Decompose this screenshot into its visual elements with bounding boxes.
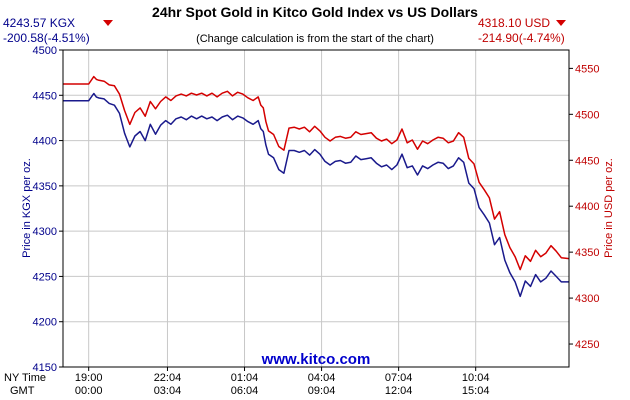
x-row-label-gmt: GMT	[10, 385, 35, 397]
x-tick-label-ny: 19:00	[75, 372, 103, 384]
kgx-change: -200.58(-4.51%)	[3, 31, 90, 45]
y-left-tick-label: 4250	[33, 271, 57, 283]
usd-price: 4318.10 USD	[478, 16, 550, 30]
y-left-tick-label: 4150	[33, 362, 57, 374]
y-right-tick-label: 4350	[575, 247, 599, 259]
y-right-tick-label: 4400	[575, 201, 599, 213]
x-tick-label-ny: 01:04	[231, 372, 259, 384]
kitco-watermark: www.kitco.com	[261, 351, 371, 368]
y-right-axis-label: Price in USD per oz.	[603, 158, 615, 258]
x-tick-label-gmt: 15:04	[462, 385, 490, 397]
chart-title: 24hr Spot Gold in Kitco Gold Index vs US…	[152, 4, 478, 20]
x-tick-label-gmt: 03:04	[154, 385, 182, 397]
axis-ticks: 4150 4200 4250 4300 4350 4400 4450 4500 4250 4300…	[33, 45, 600, 397]
x-row-label-ny: NY Time	[4, 372, 46, 384]
series-line-usd	[63, 75, 570, 271]
y-left-tick-label: 4450	[33, 90, 57, 102]
chart-subtitle: (Change calculation is from the start of…	[196, 33, 434, 45]
x-tick-label-gmt: 12:04	[385, 385, 413, 397]
plot-frame	[62, 49, 570, 368]
series-lines	[63, 75, 570, 298]
series-line-kgx	[63, 92, 569, 298]
kgx-down-arrow-icon	[103, 20, 113, 26]
y-right-tick-label: 4550	[575, 63, 599, 75]
x-tick-label-gmt: 06:04	[231, 385, 259, 397]
y-left-axis-label: Price in KGX per oz.	[21, 158, 33, 258]
x-tick-label-gmt: 09:04	[308, 385, 336, 397]
y-left-tick-label: 4500	[33, 45, 57, 57]
x-tick-label-gmt: 00:00	[75, 385, 103, 397]
y-right-tick-label: 4450	[575, 155, 599, 167]
y-left-tick-label: 4300	[33, 226, 57, 238]
usd-change: -214.90(-4.74%)	[478, 31, 565, 45]
y-left-tick-label: 4350	[33, 181, 57, 193]
usd-down-arrow-icon	[556, 20, 566, 26]
x-tick-label-ny: 22:04	[154, 372, 182, 384]
x-tick-label-ny: 10:04	[462, 372, 490, 384]
y-right-tick-label: 4250	[575, 339, 599, 351]
x-tick-label-ny: 04:04	[308, 372, 336, 384]
kgx-price: 4243.57 KGX	[3, 16, 75, 30]
y-left-tick-label: 4200	[33, 317, 57, 329]
grid-lines	[63, 50, 569, 367]
y-right-tick-label: 4500	[575, 109, 599, 121]
y-right-tick-label: 4300	[575, 293, 599, 305]
x-tick-label-ny: 07:04	[385, 372, 413, 384]
y-left-tick-label: 4400	[33, 136, 57, 148]
